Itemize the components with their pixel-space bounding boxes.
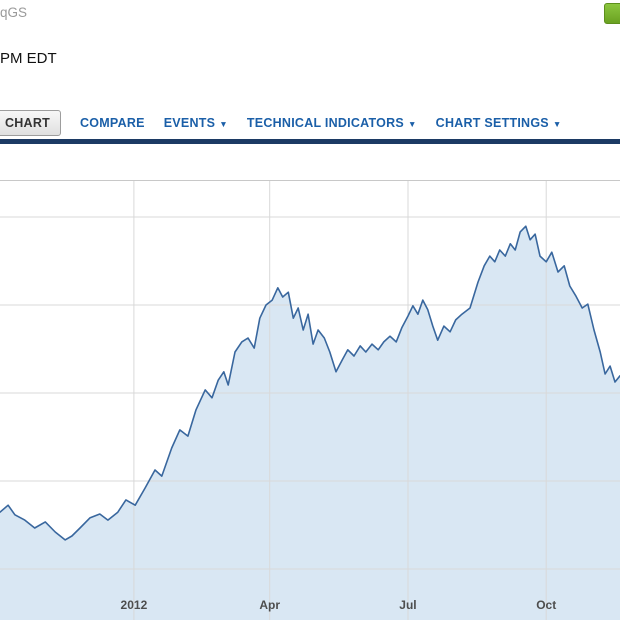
x-axis-tick-label: Oct — [536, 598, 557, 612]
chart-plot-svg[interactable] — [0, 180, 620, 620]
x-axis-tick-label: 2012 — [120, 598, 148, 612]
tab-chart[interactable]: CHART — [0, 110, 61, 136]
tab-events[interactable]: EVENTS ▼ — [164, 116, 228, 130]
tab-technical-indicators[interactable]: TECHNICAL INDICATORS ▼ — [247, 116, 417, 130]
quote-timestamp: PM EDT — [0, 50, 57, 67]
chevron-down-icon: ▼ — [219, 118, 228, 129]
toolbar-underline-bar — [0, 139, 620, 144]
tab-events-label: EVENTS — [163, 116, 216, 130]
tab-chart-settings[interactable]: CHART SETTINGS ▼ — [436, 116, 562, 130]
x-axis-tick-label: Jul — [399, 598, 417, 612]
tab-technical-indicators-label: TECHNICAL INDICATORS — [246, 116, 404, 130]
green-action-button[interactable] — [604, 3, 620, 24]
chevron-down-icon: ▼ — [408, 118, 417, 129]
price-area-chart[interactable]: 2012 Apr Jul Oct — [0, 180, 620, 620]
ticker-symbol-fragment: qGS — [0, 5, 28, 20]
tab-compare-label: COMPARE — [80, 116, 145, 130]
tab-compare[interactable]: COMPARE — [80, 116, 145, 130]
chevron-down-icon: ▼ — [552, 118, 562, 129]
chart-toolbar: CHART COMPARE EVENTS ▼ TECHNICAL INDICAT… — [0, 109, 620, 137]
tab-chart-settings-label: CHART SETTINGS — [435, 116, 549, 130]
x-axis-tick-label: Apr — [259, 598, 281, 612]
